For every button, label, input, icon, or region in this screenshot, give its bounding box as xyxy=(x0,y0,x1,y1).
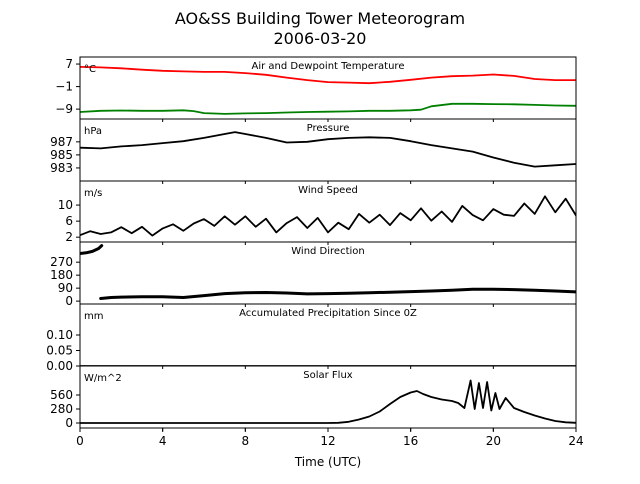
panel-1-ytick-label-1: 985 xyxy=(50,148,73,162)
x-axis-label: Time (UTC) xyxy=(294,455,361,469)
panel-5-ytick-label-2: 0 xyxy=(65,416,73,430)
panel-1-unit: hPa xyxy=(84,126,102,137)
panel-2-series xyxy=(80,195,576,237)
panel-0-series xyxy=(80,66,576,115)
panel-4-unit: mm xyxy=(84,311,103,322)
panel-3-title: Wind Direction xyxy=(291,246,365,257)
panel-0: 7 −1 −9 Air and Dewpoint Temperature °C xyxy=(55,56,577,122)
panel-1-series xyxy=(80,131,576,168)
panel-5-series xyxy=(80,379,576,424)
panel-4-title: Accumulated Precipitation Since 0Z xyxy=(239,308,417,319)
panel-2-unit: m/s xyxy=(84,188,102,199)
panel-2-ytick-label-0: 10 xyxy=(58,198,73,212)
panel-0-ytick-label-0: 7 xyxy=(65,57,73,71)
panel-5-title: Solar Flux xyxy=(303,370,353,381)
panel-3-ytick-label-1: 180 xyxy=(50,268,73,282)
panel-2-series-0-line xyxy=(80,195,576,237)
chart-title: AO&SS Building Tower Meteorogram xyxy=(175,9,465,28)
panel-3-ytick-label-0: 270 xyxy=(50,255,73,269)
panel-1-title: Pressure xyxy=(307,123,350,134)
x-axis: 0 4 8 12 16 20 24 xyxy=(76,428,584,448)
panel-0-series-1-line xyxy=(80,102,576,115)
x-axis-tick-label-6: 24 xyxy=(568,434,583,448)
panel-5-ytick-label-1: 280 xyxy=(50,402,73,416)
panel-4: 0.10 0.050.00 Accumulated Precipitation Si… xyxy=(46,303,577,373)
x-axis-tick-label-0: 0 xyxy=(76,434,84,448)
panel-3-ytick-label-3: 0 xyxy=(65,294,73,308)
chart-subtitle: 2006-03-20 xyxy=(274,29,367,48)
panel-0-ytick-label-1: −1 xyxy=(55,80,73,94)
panel-1-ytick-label-2: 983 xyxy=(50,161,73,175)
x-axis-tick-label-2: 8 xyxy=(242,434,250,448)
panel-3-series-0-line xyxy=(80,244,104,255)
x-axis-tick-label-3: 12 xyxy=(320,434,335,448)
x-axis-tick-label-1: 4 xyxy=(159,434,167,448)
panel-5-ytick-label-0: 560 xyxy=(50,388,73,402)
panel-2: 10 6 2 Wind Speed m/s xyxy=(58,180,577,245)
panel-4-ytick-label-0: 0.10 xyxy=(46,328,73,342)
panel-1-ytick-label-0: 987 xyxy=(50,135,73,149)
panel-4-ytick-label-2: 0.00 xyxy=(46,359,73,373)
panel-0-unit: °C xyxy=(84,64,96,75)
panel-2-ytick-label-1: 6 xyxy=(65,214,73,228)
panel-3-ytick-label-2: 90 xyxy=(58,281,73,295)
x-axis-tick-label-5: 20 xyxy=(486,434,501,448)
panel-2-ytick-label-2: 2 xyxy=(65,230,73,244)
x-axis-tick-label-4: 16 xyxy=(403,434,418,448)
panel-0-series-0-line xyxy=(80,66,576,85)
panel-0-ytick-label-2: −9 xyxy=(55,102,73,116)
panel-4-ytick-label-1: 0.05 xyxy=(46,344,73,358)
panel-1-series-0-line xyxy=(80,131,576,168)
panel-5-unit: W/m^2 xyxy=(84,373,122,384)
panel-5-series-0-line xyxy=(80,379,576,424)
panel-2-title: Wind Speed xyxy=(298,185,358,196)
panel-3-series-1-line xyxy=(99,287,576,300)
panel-0-title: Air and Dewpoint Temperature xyxy=(252,61,405,72)
panel-3-series xyxy=(80,244,576,300)
